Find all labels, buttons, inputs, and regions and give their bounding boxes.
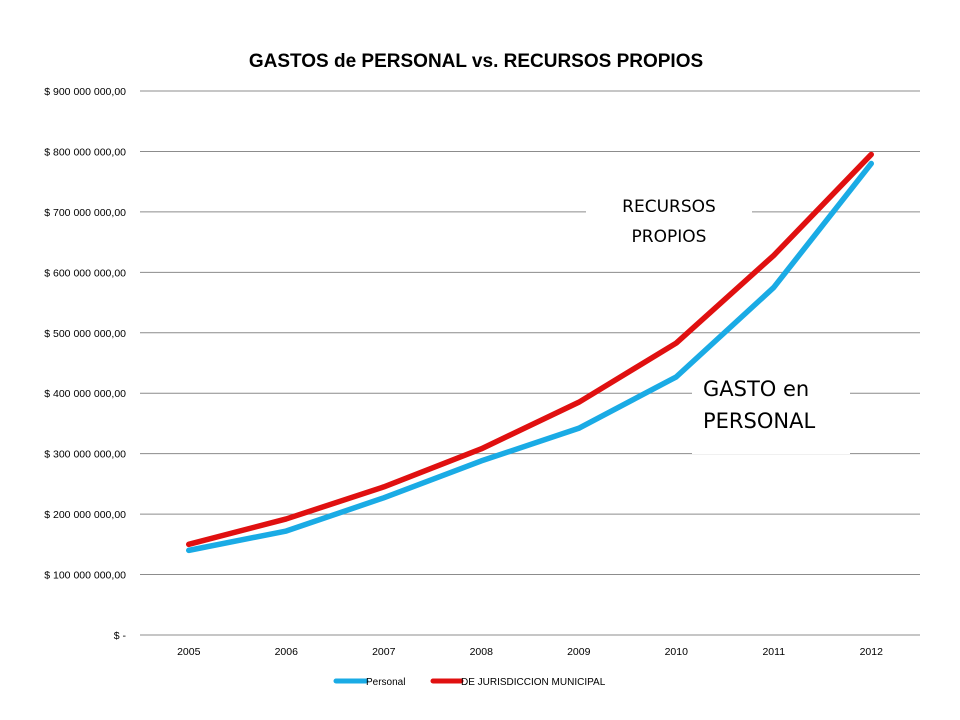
annotation-background [586,188,752,254]
x-tick-label: 2010 [665,646,689,658]
x-tick-label: 2006 [275,646,299,658]
x-tick-label: 2012 [860,646,884,658]
y-axis-tick-labels: $ - $ 100 000 000,00 $ 200 000 000,00 $ 300… [44,86,126,642]
y-tick-label: $ 700 000 000,00 [44,207,126,219]
series-lines [186,151,874,554]
y-tick-label: $ 100 000 000,00 [44,570,126,582]
y-tick-label: $ 400 000 000,00 [44,388,126,400]
legend-label-jurisdiccion: DE JURISDICCION MUNICIPAL [461,677,606,688]
series-line-personal [186,160,874,554]
y-tick-label: $ 200 000 000,00 [44,509,126,521]
legend: Personal DE JURISDICCION MUNICIPAL [333,677,606,688]
y-tick-label: $ 800 000 000,00 [44,146,126,158]
x-tick-label: 2008 [470,646,494,658]
chart-title: GASTOS de PERSONAL vs. RECURSOS PROPIOS [249,51,703,72]
gridlines [140,90,920,636]
annotation-recursos-propios: RECURSOS PROPIOS [586,188,752,254]
annotation-line: RECURSOS [622,197,716,217]
annotation-line: PROPIOS [632,227,707,247]
y-tick-label: $ 900 000 000,00 [44,86,126,98]
series-line-jurisdiccion-municipal [186,151,874,548]
legend-label-personal: Personal [366,677,405,688]
annotation-line: PERSONAL [703,409,815,433]
x-tick-label: 2007 [372,646,396,658]
annotation-gasto-en-personal: GASTO en PERSONAL [692,368,850,454]
y-tick-label: $ 300 000 000,00 [44,449,126,461]
annotation-background [692,368,850,454]
x-tick-label: 2011 [762,646,785,658]
x-tick-label: 2009 [567,646,591,658]
y-tick-label: $ 600 000 000,00 [44,267,126,279]
x-axis-tick-labels: 2005 2006 2007 2008 2009 2010 2011 2012 [177,646,883,658]
y-tick-label: $ 500 000 000,00 [44,328,126,340]
annotation-line: GASTO en [703,377,809,401]
y-tick-label: $ - [114,630,127,642]
x-tick-label: 2005 [177,646,201,658]
